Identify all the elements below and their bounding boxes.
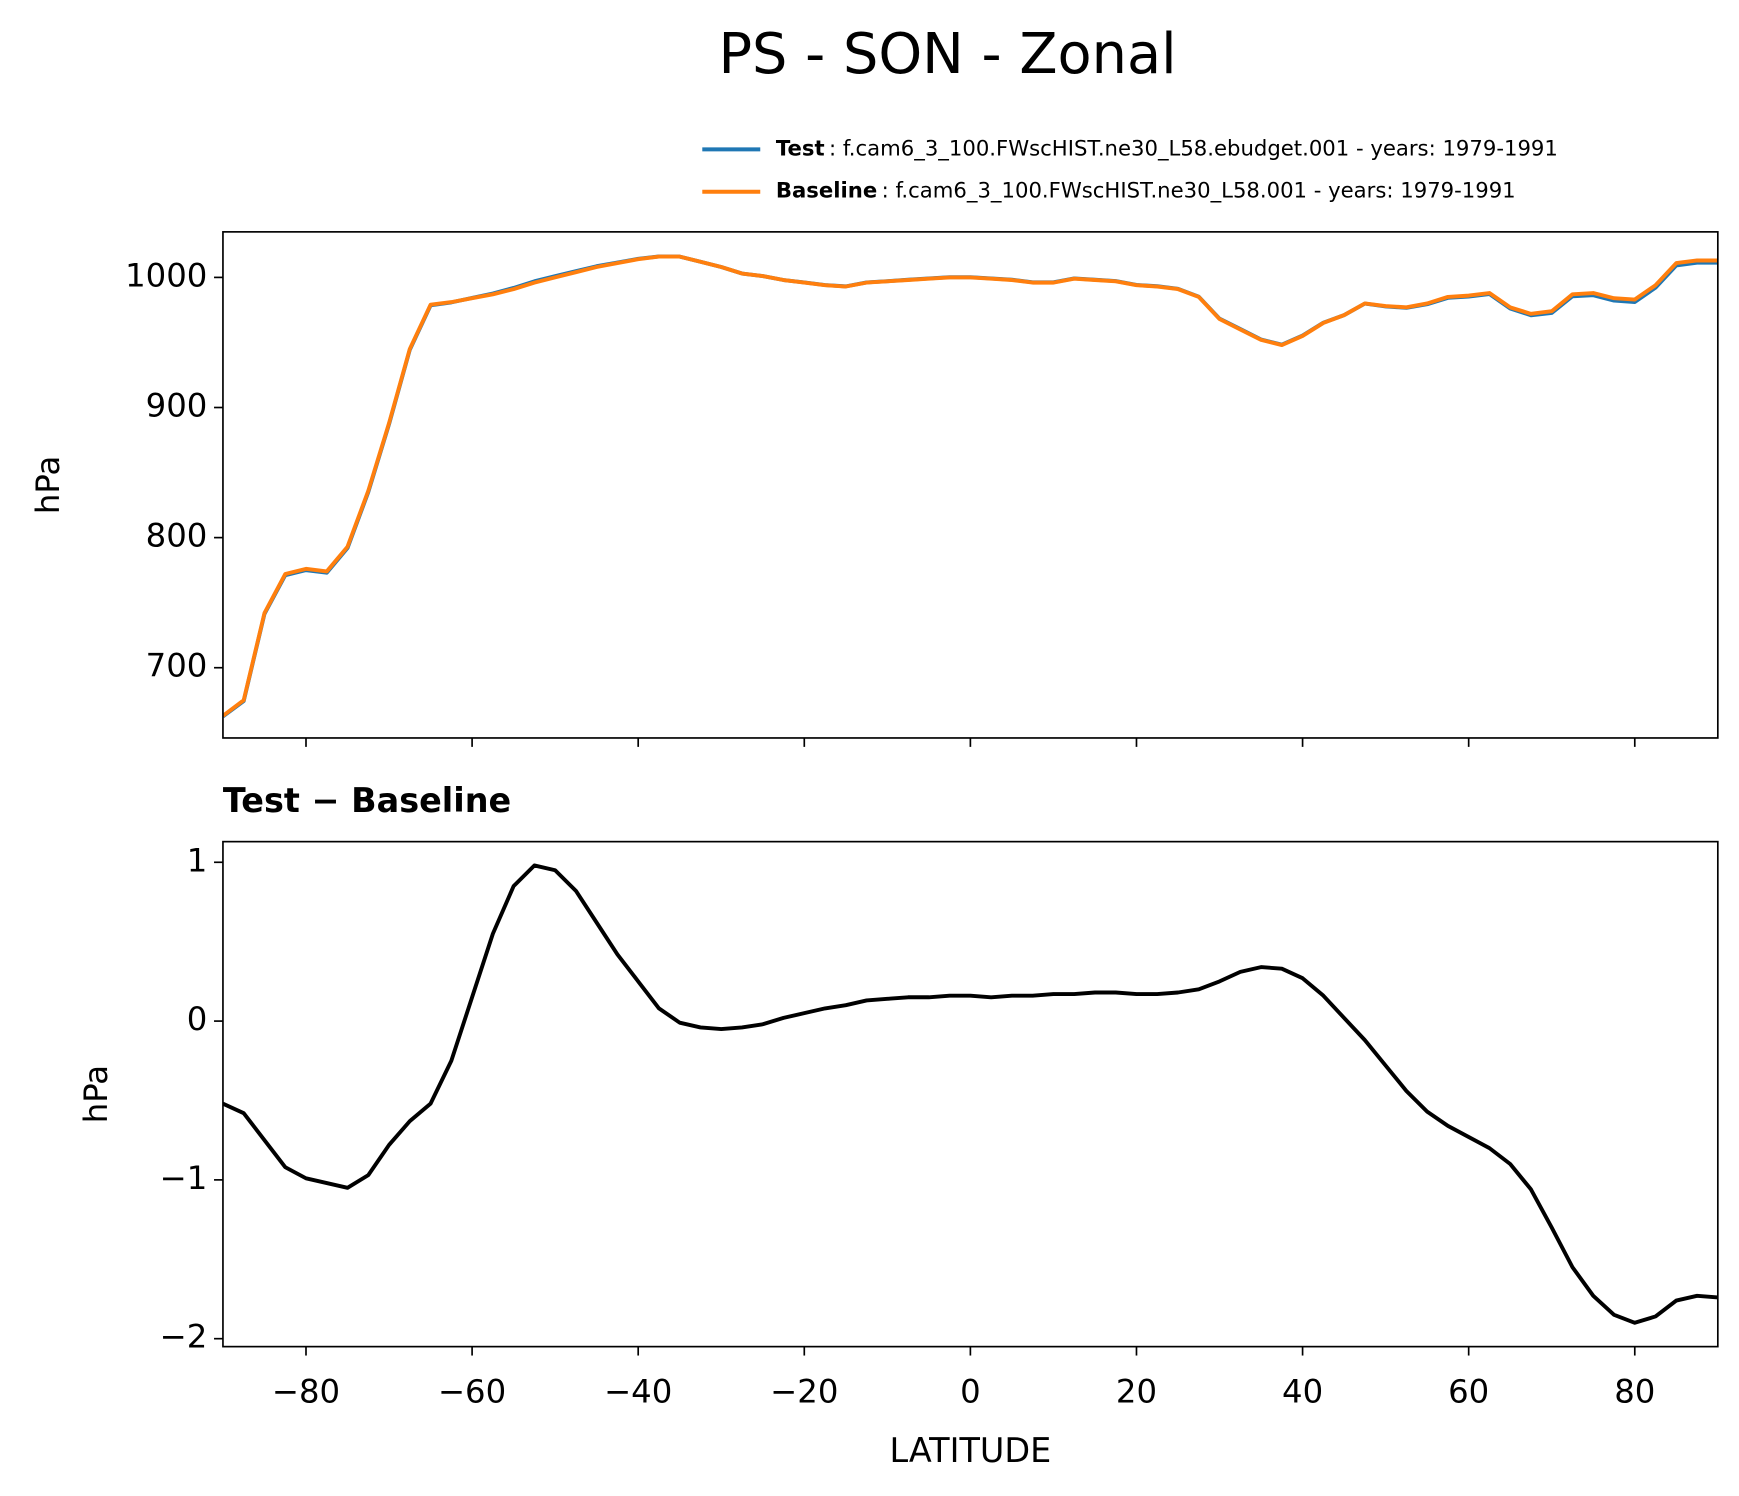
y-tick-label: 700 [146, 647, 208, 685]
x-tick-label: −60 [438, 1372, 506, 1410]
x-tick-label: 0 [960, 1372, 981, 1410]
x-tick-label: 40 [1282, 1372, 1323, 1410]
y-tick-label: 1000 [125, 256, 207, 294]
x-tick-label: 20 [1116, 1372, 1157, 1410]
series-line [222, 254, 1718, 718]
legend-name: Test [776, 135, 825, 160]
series-line [222, 863, 1718, 1325]
y-axis-label: hPa [29, 456, 67, 514]
y-tick-label: 800 [146, 517, 208, 555]
legend-name: Baseline [776, 178, 877, 203]
subplot-title: Test − Baseline [223, 781, 511, 820]
figure-title: PS - SON - Zonal [718, 22, 1176, 87]
y-tick-label: 1 [187, 841, 208, 879]
legend-detail: : f.cam6_3_100.FWscHIST.ne30_L58.001 - y… [882, 178, 1516, 204]
legend-label: Baseline: f.cam6_3_100.FWscHIST.ne30_L58… [776, 178, 1516, 204]
x-tick-label: −80 [272, 1372, 340, 1410]
x-tick-label: −20 [770, 1372, 838, 1410]
legend-detail: : f.cam6_3_100.FWscHIST.ne30_L58.ebudget… [829, 135, 1558, 161]
y-tick-label: −1 [160, 1159, 208, 1197]
axes-frame [222, 840, 1719, 1348]
legend-label: Test: f.cam6_3_100.FWscHIST.ne30_L58.ebu… [776, 135, 1558, 161]
y-tick-label: 900 [146, 387, 208, 425]
axes-frame [222, 231, 1719, 739]
x-tick-label: −40 [604, 1372, 672, 1410]
x-tick-label: 80 [1614, 1372, 1655, 1410]
series-line [222, 254, 1718, 719]
y-tick-label: −2 [160, 1318, 208, 1356]
x-tick-label: 60 [1448, 1372, 1489, 1410]
y-axis-label: hPa [77, 1065, 115, 1123]
y-tick-label: 0 [187, 1000, 208, 1038]
x-axis-label: LATITUDE [890, 1431, 1052, 1470]
